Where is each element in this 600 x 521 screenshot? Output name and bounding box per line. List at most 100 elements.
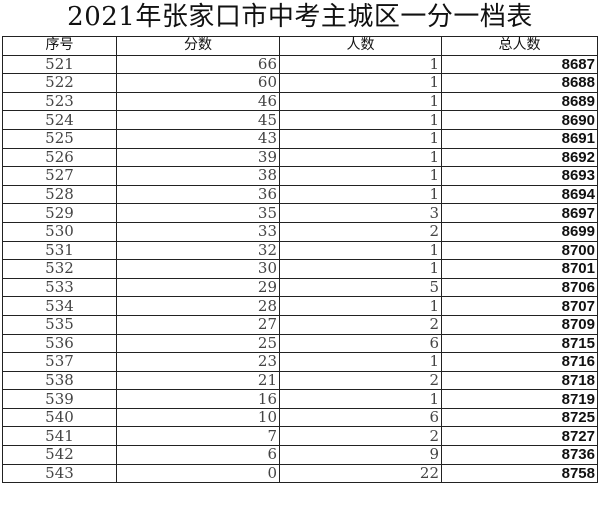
page-title: 2021年张家口市中考主城区一分一档表 (67, 2, 533, 32)
cell-index: 527 (2, 166, 117, 186)
cell-total: 8701 (441, 259, 598, 279)
cell-total: 8692 (441, 147, 598, 168)
header-index: 序号 (2, 36, 117, 56)
table-row: 525 43 1 8691 (2, 128, 598, 149)
cell-index: 521 (2, 54, 117, 75)
cell-total: 8697 (441, 203, 598, 223)
table-row: 528 36 1 8694 (2, 184, 598, 205)
cell-total: 8689 (441, 91, 598, 112)
cell-total: 8707 (441, 296, 598, 316)
cell-count: 1 (279, 240, 442, 261)
table-row: 527 38 1 8693 (2, 166, 598, 186)
table-row: 538 21 2 8718 (2, 370, 598, 391)
cell-count: 6 (279, 333, 442, 354)
cell-score: 60 (116, 73, 280, 93)
cell-score: 0 (116, 463, 280, 484)
cell-total: 8706 (441, 277, 598, 298)
cell-count: 2 (279, 370, 442, 391)
cell-count: 1 (279, 54, 442, 75)
cell-score: 36 (116, 184, 280, 205)
cell-count: 1 (279, 147, 442, 168)
cell-index: 524 (2, 110, 117, 130)
cell-total: 8693 (441, 166, 598, 186)
cell-index: 542 (2, 445, 117, 465)
cell-total: 8690 (441, 110, 598, 130)
table-row: 539 16 1 8719 (2, 389, 598, 409)
cell-index: 526 (2, 147, 117, 168)
cell-total: 8758 (441, 463, 598, 484)
table-row: 524 45 1 8690 (2, 110, 598, 130)
table-row: 533 29 5 8706 (2, 277, 598, 298)
table-row: 529 35 3 8697 (2, 203, 598, 223)
cell-count: 3 (279, 203, 442, 223)
cell-total: 8727 (441, 426, 598, 447)
cell-count: 1 (279, 259, 442, 279)
cell-score: 35 (116, 203, 280, 223)
cell-score: 38 (116, 166, 280, 186)
cell-total: 8688 (441, 73, 598, 93)
table-row: 521 66 1 8687 (2, 54, 598, 75)
cell-score: 7 (116, 426, 280, 447)
cell-score: 29 (116, 277, 280, 298)
cell-total: 8694 (441, 184, 598, 205)
cell-index: 534 (2, 296, 117, 316)
cell-total: 8700 (441, 240, 598, 261)
cell-count: 1 (279, 166, 442, 186)
table-row: 534 28 1 8707 (2, 296, 598, 316)
cell-count: 22 (279, 463, 442, 484)
table-row: 540 10 6 8725 (2, 407, 598, 428)
table-row: 537 23 1 8716 (2, 352, 598, 372)
table-row: 523 46 1 8689 (2, 91, 598, 112)
cell-count: 2 (279, 426, 442, 447)
cell-total: 8687 (441, 54, 598, 75)
cell-score: 32 (116, 240, 280, 261)
cell-score: 66 (116, 54, 280, 75)
cell-index: 530 (2, 221, 117, 242)
cell-total: 8691 (441, 128, 598, 149)
table-row: 543 0 22 8758 (2, 463, 598, 484)
cell-index: 537 (2, 352, 117, 372)
table-row: 535 27 2 8709 (2, 314, 598, 335)
cell-count: 6 (279, 407, 442, 428)
cell-count: 1 (279, 389, 442, 409)
cell-count: 2 (279, 221, 442, 242)
cell-total: 8716 (441, 352, 598, 372)
cell-score: 43 (116, 128, 280, 149)
cell-score: 23 (116, 352, 280, 372)
cell-index: 541 (2, 426, 117, 447)
cell-index: 531 (2, 240, 117, 261)
table-row: 541 7 2 8727 (2, 426, 598, 447)
score-table: 序号 分数 人数 总人数 521 66 1 8687 522 60 1 8688 523 46 1 8… (2, 36, 598, 484)
cell-total: 8718 (441, 370, 598, 391)
cell-score: 30 (116, 259, 280, 279)
header-count: 人数 (279, 36, 442, 56)
cell-index: 535 (2, 314, 117, 335)
cell-index: 528 (2, 184, 117, 205)
cell-score: 25 (116, 333, 280, 354)
table-row: 530 33 2 8699 (2, 221, 598, 242)
cell-total: 8699 (441, 221, 598, 242)
cell-score: 16 (116, 389, 280, 409)
cell-index: 525 (2, 128, 117, 149)
header-score: 分数 (116, 36, 280, 56)
cell-score: 6 (116, 445, 280, 465)
cell-score: 21 (116, 370, 280, 391)
cell-count: 1 (279, 352, 442, 372)
cell-count: 1 (279, 73, 442, 93)
cell-score: 46 (116, 91, 280, 112)
cell-index: 543 (2, 463, 117, 484)
cell-count: 1 (279, 184, 442, 205)
cell-index: 532 (2, 259, 117, 279)
cell-index: 522 (2, 73, 117, 93)
cell-score: 33 (116, 221, 280, 242)
cell-index: 539 (2, 389, 117, 409)
table-row: 531 32 1 8700 (2, 240, 598, 261)
table-row: 526 39 1 8692 (2, 147, 598, 168)
cell-index: 538 (2, 370, 117, 391)
cell-score: 28 (116, 296, 280, 316)
cell-total: 8736 (441, 445, 598, 465)
table-header-row: 序号 分数 人数 总人数 (2, 36, 598, 56)
cell-index: 536 (2, 333, 117, 354)
cell-count: 1 (279, 91, 442, 112)
cell-count: 1 (279, 128, 442, 149)
